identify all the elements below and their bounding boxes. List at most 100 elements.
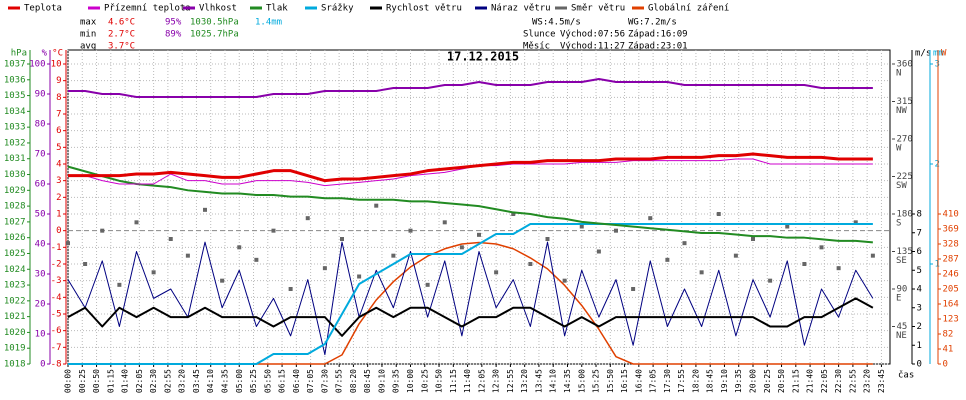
series-point bbox=[545, 237, 550, 241]
y-tick-label: -3 bbox=[51, 276, 62, 286]
y-tick-label: 135 bbox=[897, 247, 913, 257]
x-tick-label: 12:30 bbox=[492, 369, 501, 393]
y-tick-label: 1 bbox=[917, 341, 922, 351]
y-tick-label: 9 bbox=[56, 76, 61, 86]
series-point bbox=[357, 274, 362, 279]
axis-title: °C bbox=[52, 49, 63, 59]
y-tick-label: 4 bbox=[917, 285, 922, 295]
y-tick-label: 1021 bbox=[4, 312, 26, 322]
stat-text: 1.4mm bbox=[255, 18, 282, 28]
y-tick-label: 1034 bbox=[4, 107, 26, 117]
series-point bbox=[596, 249, 601, 254]
series-point bbox=[768, 278, 773, 283]
x-tick-label: 00:25 bbox=[78, 369, 87, 393]
y-tick-label: 60 bbox=[35, 180, 46, 190]
y-tick-label: 1029 bbox=[4, 186, 26, 196]
y-tick-label: 3 bbox=[917, 303, 922, 313]
series-point bbox=[305, 216, 310, 221]
y-tick-label: 1020 bbox=[4, 328, 26, 338]
y-tick-label: -8 bbox=[51, 360, 62, 370]
y-tick-label: 1019 bbox=[4, 344, 26, 354]
series-point bbox=[425, 282, 430, 287]
x-tick-label: 04:35 bbox=[220, 369, 229, 393]
x-tick-label: 14:10 bbox=[549, 369, 558, 393]
x-tick-label: 10:50 bbox=[435, 369, 444, 393]
x-tick-label: 06:15 bbox=[278, 369, 287, 393]
x-tick-label: 10:00 bbox=[406, 369, 415, 393]
y-tick-label: 8 bbox=[917, 210, 922, 220]
series-point bbox=[374, 203, 379, 208]
y-tick-label: -1 bbox=[51, 243, 62, 253]
x-tick-label: 01:40 bbox=[121, 369, 130, 393]
y-tick-label: 1025 bbox=[4, 249, 26, 259]
x-tick-label: 05:50 bbox=[263, 369, 272, 393]
y-tick-label: 0 bbox=[56, 226, 61, 236]
legend-label: Teplota bbox=[24, 4, 62, 14]
y-tick-label: 1032 bbox=[4, 138, 26, 148]
y-tick-label: 1037 bbox=[4, 60, 26, 70]
stat-text: 1030.5hPa bbox=[190, 18, 239, 28]
y-tick-label: 41 bbox=[943, 345, 954, 355]
x-axis-title: čas bbox=[898, 370, 914, 381]
y-tick-label: 0 bbox=[917, 360, 922, 370]
series-line bbox=[67, 297, 874, 337]
y-tick-label: -4 bbox=[51, 293, 62, 303]
series-point bbox=[322, 266, 327, 271]
series-point bbox=[203, 207, 207, 212]
y-tick-label: 50 bbox=[35, 210, 46, 220]
axis-title: W bbox=[941, 49, 947, 59]
series-point bbox=[168, 237, 173, 241]
y-tick-label: 5 bbox=[56, 143, 61, 153]
y-tick-label: 3 bbox=[935, 60, 940, 70]
series-point bbox=[716, 212, 721, 216]
x-tick-label: 02:05 bbox=[135, 369, 144, 393]
y-tick-label: 1031 bbox=[4, 154, 26, 164]
x-tick-label: 20:00 bbox=[749, 369, 758, 393]
series-point bbox=[614, 228, 618, 233]
series-point bbox=[117, 282, 122, 287]
y-tick-name: S bbox=[896, 219, 901, 229]
axis-title: % bbox=[42, 49, 48, 59]
x-tick-label: 13:45 bbox=[534, 369, 543, 393]
x-tick-label: 02:55 bbox=[163, 369, 172, 393]
x-tick-label: 02:30 bbox=[149, 369, 158, 393]
axis-title: hPa bbox=[11, 49, 27, 59]
series-point bbox=[185, 253, 190, 258]
x-tick-label: 08:20 bbox=[349, 369, 358, 393]
y-tick-label: 205 bbox=[943, 285, 959, 295]
x-tick-label: 21:40 bbox=[806, 369, 815, 393]
x-tick-label: 12:55 bbox=[506, 369, 515, 393]
series-point bbox=[579, 224, 584, 229]
series-point bbox=[562, 278, 567, 283]
x-tick-label: 00:50 bbox=[92, 369, 101, 393]
legend-label: Přízemní teplota bbox=[104, 4, 191, 14]
y-tick-label: 1023 bbox=[4, 281, 26, 291]
series-point bbox=[511, 212, 516, 216]
y-tick-name: NE bbox=[896, 331, 907, 341]
series-point bbox=[134, 220, 139, 225]
legend-label: Rychlost větru bbox=[386, 4, 462, 14]
y-tick-label: 4 bbox=[56, 160, 61, 170]
info-text: Měsíc bbox=[523, 42, 550, 52]
x-tick-label: 15:50 bbox=[606, 369, 615, 393]
y-tick-label: 1018 bbox=[4, 360, 26, 370]
series-point bbox=[100, 228, 105, 233]
x-tick-label: 07:05 bbox=[306, 369, 315, 393]
series-point bbox=[648, 216, 653, 221]
stat-text: 95% bbox=[165, 18, 182, 28]
legend-label: Vlhkost bbox=[199, 4, 237, 14]
y-tick-label: 6 bbox=[56, 126, 61, 136]
y-tick-name: W bbox=[896, 144, 902, 154]
y-tick-label: 7 bbox=[917, 228, 922, 238]
x-tick-label: 09:10 bbox=[377, 369, 386, 393]
info-text: Západ:23:01 bbox=[628, 42, 688, 52]
x-tick-label: 15:00 bbox=[577, 369, 586, 393]
y-tick-label: 270 bbox=[897, 135, 913, 145]
series-line bbox=[68, 223, 873, 365]
x-tick-label: 05:25 bbox=[249, 369, 258, 393]
series-point bbox=[853, 220, 858, 225]
y-tick-label: 1 bbox=[56, 210, 61, 220]
y-tick-label: 164 bbox=[943, 300, 959, 310]
x-tick-label: 09:35 bbox=[392, 369, 401, 393]
